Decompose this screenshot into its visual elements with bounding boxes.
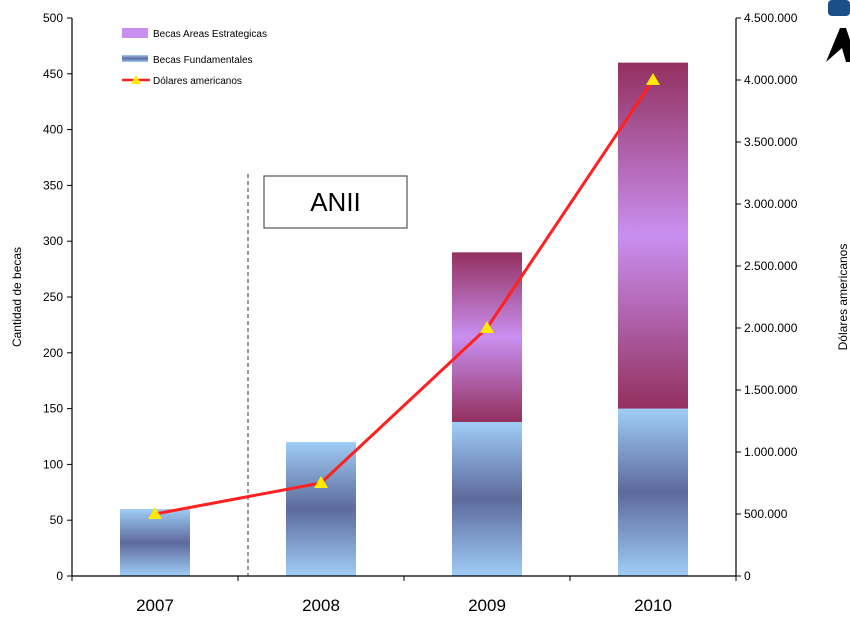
bar-fundamentales [618, 408, 688, 576]
left-tick-label: 350 [43, 178, 63, 192]
legend-label-fundamentales: Becas Fundamentales [153, 55, 253, 66]
left-tick-label: 250 [43, 290, 63, 304]
right-tick-label: 4.500.000 [744, 11, 798, 25]
right-tick-label: 1.500.000 [744, 383, 798, 397]
legend-swatch-estrategicas [122, 28, 148, 38]
bar-estrategicas [618, 62, 688, 409]
right-tick-label: 4.000.000 [744, 73, 798, 87]
line-point [646, 73, 660, 85]
legend-marker-icon [131, 75, 141, 84]
right-tick-label: 0 [744, 569, 751, 583]
right-tick-label: 2.500.000 [744, 259, 798, 273]
left-tick-label: 100 [43, 457, 63, 471]
bar-fundamentales [120, 509, 190, 576]
left-tick-label: 150 [43, 402, 63, 416]
y2-axis-label: Dólares americanos [836, 244, 850, 351]
right-ticks: 0 500.000 1.000.000 1.500.000 2.000.000 2.500… [736, 11, 798, 583]
legend-label-dolares: Dólares americanos [153, 76, 242, 87]
category-labels: 2007 2008 2009 2010 [71, 576, 737, 615]
left-ticks: 0 50 100 150 200 250 300 350 400 450 500 [43, 11, 72, 583]
left-tick-label: 0 [56, 569, 63, 583]
line-point [480, 321, 494, 333]
category-label: 2008 [302, 596, 340, 615]
bar-fundamentales [452, 421, 522, 576]
legend-label-estrategicas: Becas Areas Estrategicas [153, 29, 267, 40]
left-tick-label: 400 [43, 123, 63, 137]
line-point [314, 476, 328, 488]
anii-label: ANII [310, 187, 361, 217]
category-label: 2010 [634, 596, 672, 615]
right-tick-label: 500.000 [744, 507, 788, 521]
legend: Becas Areas Estrategicas Becas Fundament… [122, 28, 267, 87]
right-tick-label: 1.000.000 [744, 445, 798, 459]
left-tick-label: 50 [50, 513, 64, 527]
line-layer [148, 73, 660, 519]
series-line-dolares [154, 79, 655, 516]
left-tick-label: 200 [43, 346, 63, 360]
left-tick-label: 450 [43, 67, 63, 81]
left-tick-label: 500 [43, 11, 63, 25]
anii-annotation: ANII [263, 175, 408, 229]
right-tick-label: 3.000.000 [744, 197, 798, 211]
bar-fundamentales [286, 442, 356, 576]
line-point [148, 507, 162, 519]
y-axis-label: Cantidad de becas [10, 247, 24, 347]
right-tick-label: 2.000.000 [744, 321, 798, 335]
left-tick-label: 300 [43, 234, 63, 248]
right-tick-label: 3.500.000 [744, 135, 798, 149]
logo-fragment [826, 0, 850, 62]
category-label: 2009 [468, 596, 506, 615]
bars-layer [120, 62, 688, 576]
category-label: 2007 [136, 596, 174, 615]
legend-swatch-fundamentales [122, 55, 148, 62]
bar-estrategicas [452, 252, 522, 422]
